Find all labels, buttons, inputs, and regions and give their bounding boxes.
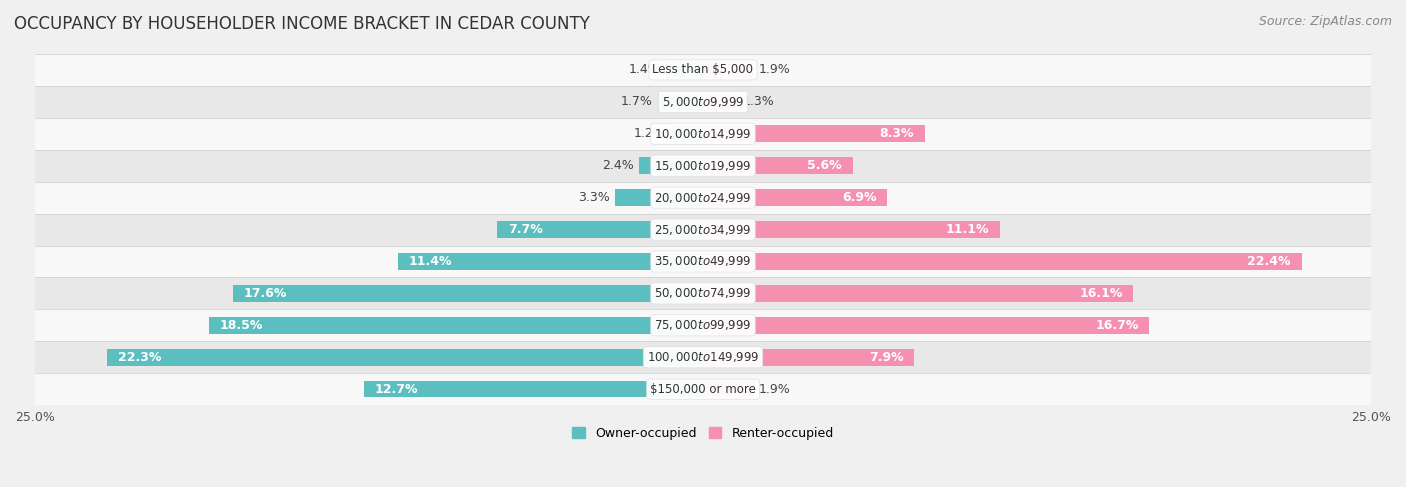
Text: 1.7%: 1.7% [620,95,652,108]
Bar [107,349,703,366]
Text: 1.3%: 1.3% [744,95,775,108]
Bar [703,221,1000,238]
Legend: Owner-occupied, Renter-occupied: Owner-occupied, Renter-occupied [568,422,838,445]
Text: OCCUPANCY BY HOUSEHOLDER INCOME BRACKET IN CEDAR COUNTY: OCCUPANCY BY HOUSEHOLDER INCOME BRACKET … [14,15,591,33]
Bar [35,341,1371,373]
Text: $35,000 to $49,999: $35,000 to $49,999 [654,255,752,268]
Text: 6.9%: 6.9% [842,191,877,204]
Text: 16.7%: 16.7% [1095,319,1139,332]
Bar [703,285,1133,302]
Text: 11.4%: 11.4% [409,255,453,268]
Bar [703,189,887,206]
Bar [498,221,703,238]
Text: $150,000 or more: $150,000 or more [650,383,756,396]
Bar [35,54,1371,86]
Bar [35,150,1371,182]
Text: 1.2%: 1.2% [634,127,665,140]
Text: $15,000 to $19,999: $15,000 to $19,999 [654,159,752,173]
Bar [703,126,925,142]
Text: $5,000 to $9,999: $5,000 to $9,999 [662,95,744,109]
Text: 8.3%: 8.3% [880,127,914,140]
Bar [35,118,1371,150]
Bar [35,245,1371,278]
Text: 1.9%: 1.9% [759,63,790,76]
Bar [35,278,1371,309]
Text: Less than $5,000: Less than $5,000 [652,63,754,76]
Text: $100,000 to $149,999: $100,000 to $149,999 [647,350,759,364]
Bar [703,381,754,397]
Bar [703,317,1149,334]
Bar [703,157,852,174]
Bar [35,86,1371,118]
Text: 3.3%: 3.3% [578,191,609,204]
Bar [35,182,1371,214]
Bar [208,317,703,334]
Text: Source: ZipAtlas.com: Source: ZipAtlas.com [1258,15,1392,28]
Text: 1.4%: 1.4% [628,63,661,76]
Bar [703,349,914,366]
Text: 5.6%: 5.6% [807,159,842,172]
Text: 11.1%: 11.1% [945,223,988,236]
Text: 1.9%: 1.9% [759,383,790,396]
Text: 17.6%: 17.6% [243,287,287,300]
Bar [638,157,703,174]
Bar [703,94,738,110]
Text: $50,000 to $74,999: $50,000 to $74,999 [654,286,752,300]
Text: 2.4%: 2.4% [602,159,634,172]
Text: $75,000 to $99,999: $75,000 to $99,999 [654,318,752,332]
Text: $20,000 to $24,999: $20,000 to $24,999 [654,190,752,205]
Bar [35,309,1371,341]
Bar [232,285,703,302]
Text: 12.7%: 12.7% [374,383,418,396]
Bar [35,214,1371,245]
Bar [671,126,703,142]
Bar [398,253,703,270]
Bar [703,253,1302,270]
Text: 7.7%: 7.7% [508,223,543,236]
Bar [35,373,1371,405]
Text: 16.1%: 16.1% [1080,287,1122,300]
Text: 22.4%: 22.4% [1247,255,1291,268]
Bar [703,62,754,78]
Text: $10,000 to $14,999: $10,000 to $14,999 [654,127,752,141]
Bar [658,94,703,110]
Text: 22.3%: 22.3% [118,351,162,364]
Bar [665,62,703,78]
Text: 18.5%: 18.5% [219,319,263,332]
Text: $25,000 to $34,999: $25,000 to $34,999 [654,223,752,237]
Bar [364,381,703,397]
Text: 7.9%: 7.9% [869,351,904,364]
Bar [614,189,703,206]
